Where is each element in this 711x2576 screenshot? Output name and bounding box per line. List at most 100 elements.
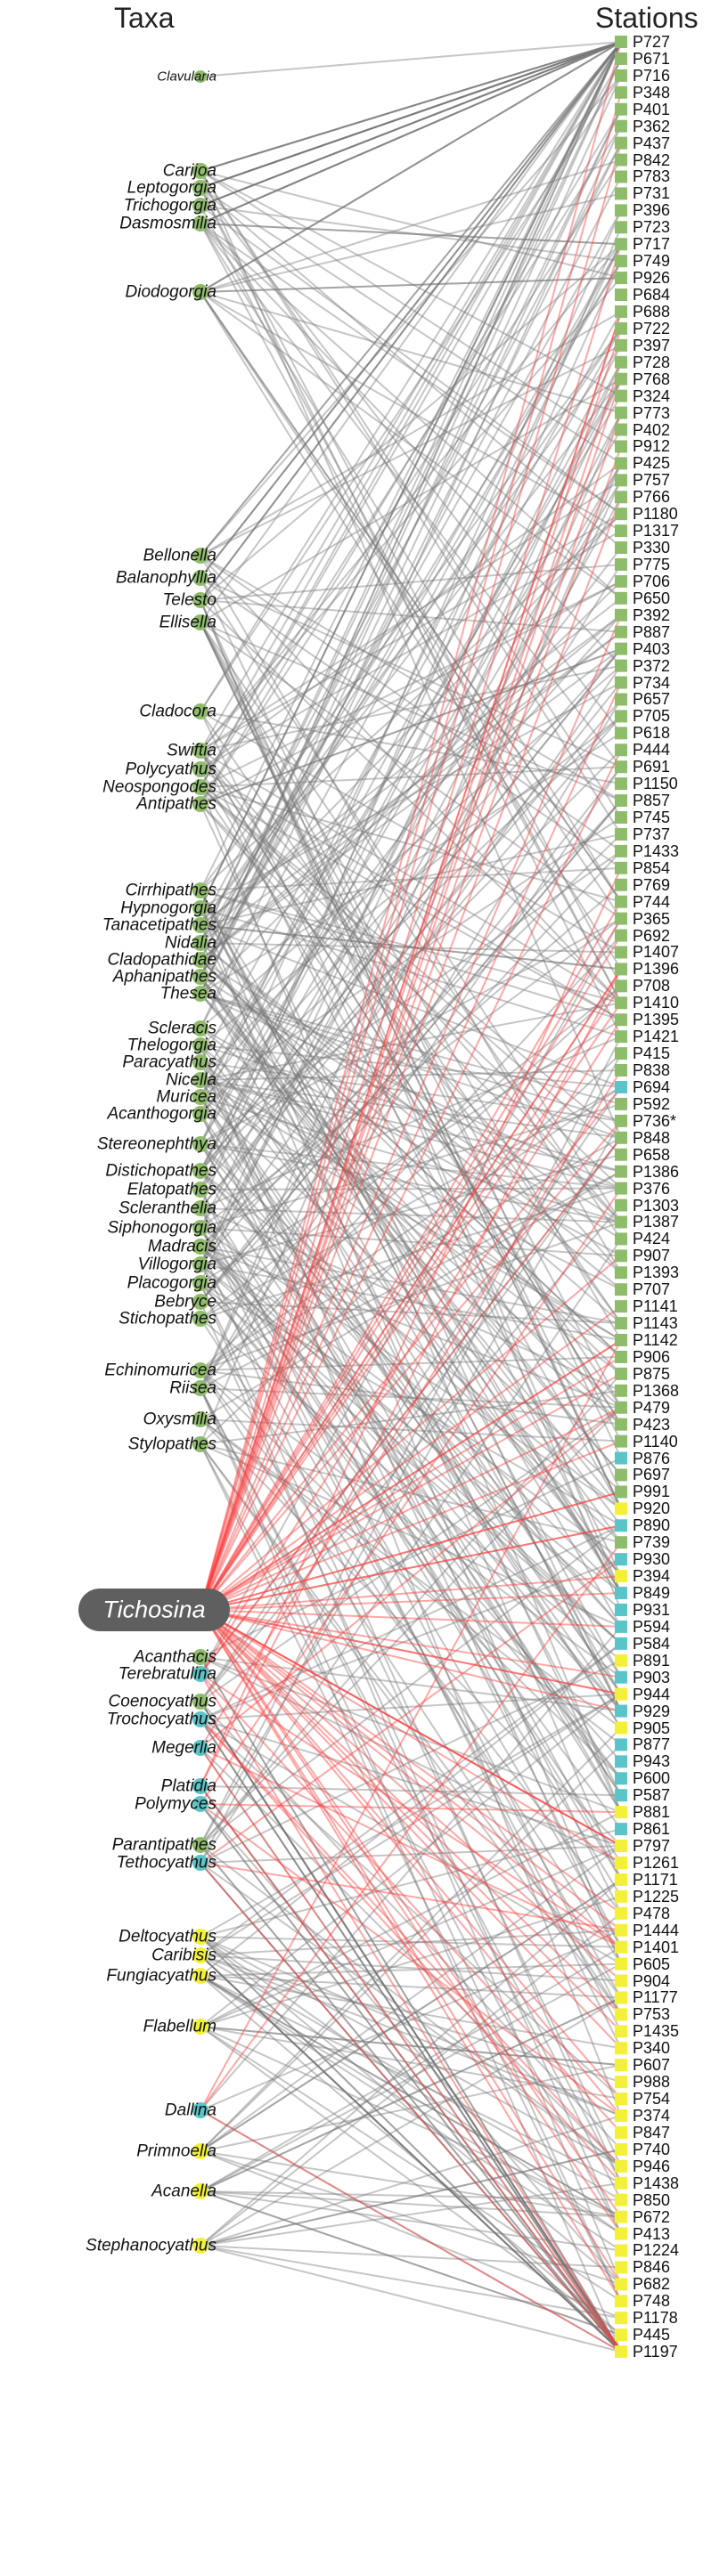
station-label: P1180 — [633, 505, 678, 524]
edge — [200, 917, 622, 1229]
station-node — [615, 102, 627, 116]
edge — [200, 1803, 622, 2286]
edge — [200, 750, 622, 1426]
edge — [200, 1656, 622, 2353]
station-label: P857 — [633, 792, 671, 810]
edge — [200, 58, 622, 944]
taxon-label: Nicella — [165, 1070, 217, 1090]
edge — [200, 1264, 622, 1645]
edge — [200, 1693, 622, 1956]
edge — [200, 41, 622, 189]
taxon-label: Villogorgia — [137, 1255, 217, 1274]
station-node — [615, 946, 627, 959]
station-node — [615, 85, 627, 99]
edge — [200, 1369, 622, 1914]
station-label: P912 — [633, 437, 671, 456]
taxon-node — [192, 1037, 208, 1053]
edge — [200, 917, 622, 1145]
station-node — [615, 1840, 627, 1853]
edge — [200, 1785, 622, 2353]
edge — [200, 614, 622, 1081]
edge — [200, 1609, 622, 1982]
edge — [200, 311, 622, 557]
edge — [200, 599, 622, 1004]
taxon-node — [192, 1136, 208, 1152]
edge — [200, 41, 622, 944]
taxon-node — [192, 761, 208, 777]
edge — [200, 41, 622, 189]
station-node — [615, 1148, 627, 1161]
edge — [200, 1086, 622, 1371]
edge — [200, 2245, 622, 2320]
taxon-label: Swiftia — [167, 741, 217, 760]
edge — [200, 362, 622, 1265]
edge — [200, 142, 622, 926]
station-label: P372 — [633, 656, 671, 675]
edge — [200, 581, 622, 788]
taxon-node — [192, 703, 208, 719]
edge — [200, 577, 622, 869]
edge — [200, 291, 622, 903]
station-node — [615, 1620, 627, 1633]
taxon-label: Cladocora — [139, 702, 217, 721]
edge — [200, 41, 622, 601]
edge — [200, 1318, 622, 1965]
edge — [200, 850, 622, 1303]
station-label: P1433 — [633, 841, 680, 860]
edge — [200, 934, 622, 1389]
station-node — [615, 710, 627, 723]
edge — [200, 681, 622, 1209]
edge — [200, 1318, 622, 1662]
station-label: P1395 — [633, 1011, 680, 1029]
edge — [200, 942, 622, 1594]
station-label: P402 — [633, 420, 671, 439]
station-node — [615, 1856, 627, 1869]
station-label: P1177 — [633, 1988, 678, 2007]
station-label: P1393 — [633, 1264, 680, 1282]
station-node — [615, 1772, 627, 1785]
station-node — [615, 676, 627, 689]
station-label: P444 — [633, 741, 671, 760]
edge — [200, 1541, 622, 2111]
edge — [200, 698, 622, 1190]
edge — [200, 1255, 622, 1611]
edge — [200, 41, 622, 172]
edge — [200, 800, 622, 1265]
edge — [200, 1096, 622, 1223]
edge — [200, 41, 622, 77]
edge — [200, 1418, 622, 1442]
edge — [200, 1137, 622, 1702]
edge — [200, 1609, 622, 2218]
edge — [200, 1036, 622, 1846]
edge — [200, 1592, 622, 1611]
edge — [200, 170, 622, 280]
edge — [200, 993, 622, 1139]
edge — [200, 1862, 622, 2167]
taxon-label: Hypnogorgia — [120, 898, 217, 918]
edge — [200, 41, 622, 207]
edge — [200, 176, 622, 978]
edge — [200, 993, 622, 1190]
edge — [200, 786, 622, 1190]
edge — [200, 924, 622, 971]
edge — [200, 1170, 622, 1594]
edge — [200, 1656, 622, 1864]
station-label: P905 — [633, 1719, 671, 1737]
station-node — [615, 204, 627, 217]
edge — [200, 1844, 622, 2353]
edge — [200, 1719, 622, 2353]
edge — [200, 1936, 622, 2353]
taxon-label: Scleranthelia — [118, 1199, 217, 1218]
station-node — [615, 1317, 627, 1330]
station-node — [615, 591, 627, 605]
edge — [200, 1086, 622, 1320]
station-node — [615, 2042, 627, 2055]
edge — [200, 170, 622, 397]
station-label: P736* — [633, 1111, 677, 1130]
station-label: P944 — [633, 1685, 671, 1703]
edge — [200, 1102, 622, 1229]
taxon-node — [192, 1968, 208, 1984]
taxon-label: Diodogorgia — [125, 282, 217, 302]
station-label: P1225 — [633, 1887, 680, 1906]
edge — [200, 1339, 622, 2111]
